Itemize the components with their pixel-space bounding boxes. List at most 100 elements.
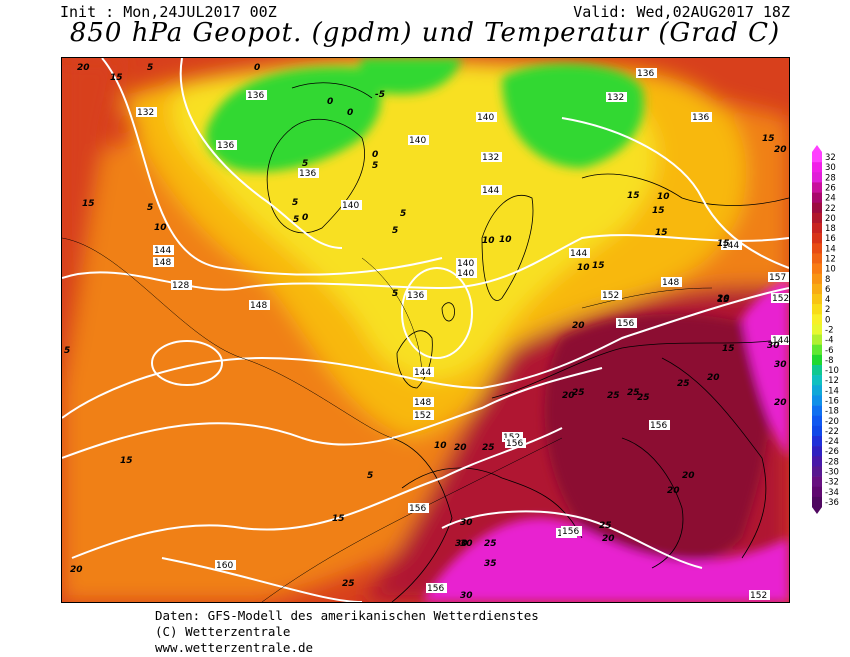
scale-swatch <box>812 162 822 173</box>
scale-swatch <box>812 294 822 305</box>
scale-label: 22 <box>825 204 836 214</box>
scale-label: 30 <box>825 163 836 173</box>
svg-text:30: 30 <box>460 591 473 601</box>
temperature-label: 25 <box>572 388 585 398</box>
scale-swatch <box>812 243 822 254</box>
svg-text:-5: -5 <box>375 90 385 100</box>
geopotential-label: 148 <box>661 277 682 288</box>
svg-text:5: 5 <box>292 198 298 208</box>
svg-text:20: 20 <box>572 321 585 331</box>
geopotential-label: 136 <box>636 68 657 79</box>
temperature-label: 10 <box>154 223 167 233</box>
svg-text:10: 10 <box>657 192 670 202</box>
scale-swatch <box>812 385 822 396</box>
scale-label: 16 <box>825 234 836 244</box>
svg-text:20: 20 <box>667 486 680 496</box>
scale-lower-arrow <box>812 507 822 514</box>
temperature-label: 20 <box>707 373 720 383</box>
svg-text:20: 20 <box>70 565 83 575</box>
svg-text:144: 144 <box>414 368 431 378</box>
svg-text:148: 148 <box>154 258 171 268</box>
scale-label: 32 <box>825 153 836 163</box>
scale-label: 24 <box>825 194 836 204</box>
scale-swatch <box>812 334 822 346</box>
svg-text:157: 157 <box>769 273 786 283</box>
temperature-label: 5 <box>147 203 153 213</box>
temperature-label: 5 <box>147 63 153 73</box>
scale-label: -30 <box>825 468 839 478</box>
temperature-label: 15 <box>717 239 730 249</box>
geopotential-label: 156 <box>505 438 526 449</box>
scale-swatch <box>812 476 822 488</box>
temperature-label: 10 <box>577 263 590 273</box>
temperature-label: 35 <box>484 559 497 569</box>
scale-label: 4 <box>825 295 830 305</box>
geopotential-label: 152 <box>749 590 770 601</box>
svg-text:10: 10 <box>154 223 167 233</box>
svg-text:5: 5 <box>367 471 373 481</box>
temperature-label: 10 <box>482 236 495 246</box>
scale-swatch <box>812 223 822 234</box>
temperature-label: 5 <box>293 215 299 225</box>
svg-text:152: 152 <box>772 294 789 304</box>
temperature-label: 25 <box>484 539 497 549</box>
scale-swatch <box>812 172 822 183</box>
svg-text:144: 144 <box>154 246 171 256</box>
scale-swatch <box>812 486 822 498</box>
svg-text:15: 15 <box>332 514 345 524</box>
svg-text:136: 136 <box>247 91 264 101</box>
geopotential-label: 157 <box>768 272 789 283</box>
scale-label: 2 <box>825 305 830 315</box>
scale-swatch <box>812 273 822 285</box>
temperature-label: 25 <box>677 379 690 389</box>
geopotential-label: 144 <box>721 240 742 251</box>
svg-text:136: 136 <box>299 169 316 179</box>
temperature-label: 10 <box>434 441 447 451</box>
svg-text:148: 148 <box>250 301 267 311</box>
map-title: 850 hPa Geopot. (gpdm) und Temperatur (G… <box>69 18 781 48</box>
scale-swatch <box>812 324 822 335</box>
svg-text:10: 10 <box>499 235 512 245</box>
geopotential-label: 156 <box>408 503 429 514</box>
svg-text:25: 25 <box>599 521 612 531</box>
geopotential-label: 140 <box>408 135 429 146</box>
temperature-label: 5 <box>64 346 70 356</box>
scale-label: -20 <box>825 417 839 427</box>
temperature-label: 5 <box>372 161 378 171</box>
svg-text:20: 20 <box>707 373 720 383</box>
svg-text:152: 152 <box>750 591 767 601</box>
svg-text:5: 5 <box>147 63 153 73</box>
svg-text:144: 144 <box>570 249 587 259</box>
scale-label: 10 <box>825 265 836 275</box>
temperature-contours <box>62 237 713 602</box>
temperature-label: 0 <box>372 150 378 160</box>
scale-swatch <box>812 354 822 366</box>
scale-swatch <box>812 304 822 315</box>
temperature-label: 15 <box>717 295 730 305</box>
svg-text:5: 5 <box>302 159 308 169</box>
geopotential-label: 148 <box>249 300 270 311</box>
temperature-label: 0 <box>254 63 260 73</box>
temperature-label: 5 <box>367 471 373 481</box>
temperature-label: 25 <box>599 521 612 531</box>
svg-text:30: 30 <box>460 539 473 549</box>
geopotential-label: 156 <box>649 420 670 431</box>
scale-label: 18 <box>825 224 836 234</box>
geopotential-label: 152 <box>771 293 789 304</box>
scale-label: -6 <box>825 346 833 356</box>
weather-map: 136 132 136 140 140 136 140 144 148 128 132 136 132 1… <box>61 57 790 603</box>
svg-text:15: 15 <box>717 295 730 305</box>
svg-text:156: 156 <box>409 504 426 514</box>
geopotential-label: 144 <box>481 185 502 196</box>
svg-text:20: 20 <box>774 145 787 155</box>
scale-swatch <box>812 152 822 163</box>
scale-swatch <box>812 466 822 477</box>
svg-text:136: 136 <box>217 141 234 151</box>
temperature-label: 20 <box>774 145 787 155</box>
scale-label: 0 <box>825 315 830 325</box>
geopotential-label: 160 <box>215 560 236 571</box>
scale-swatch <box>812 212 822 224</box>
svg-text:20: 20 <box>717 294 730 304</box>
svg-text:25: 25 <box>342 579 355 589</box>
temperature-label: 30 <box>460 539 473 549</box>
